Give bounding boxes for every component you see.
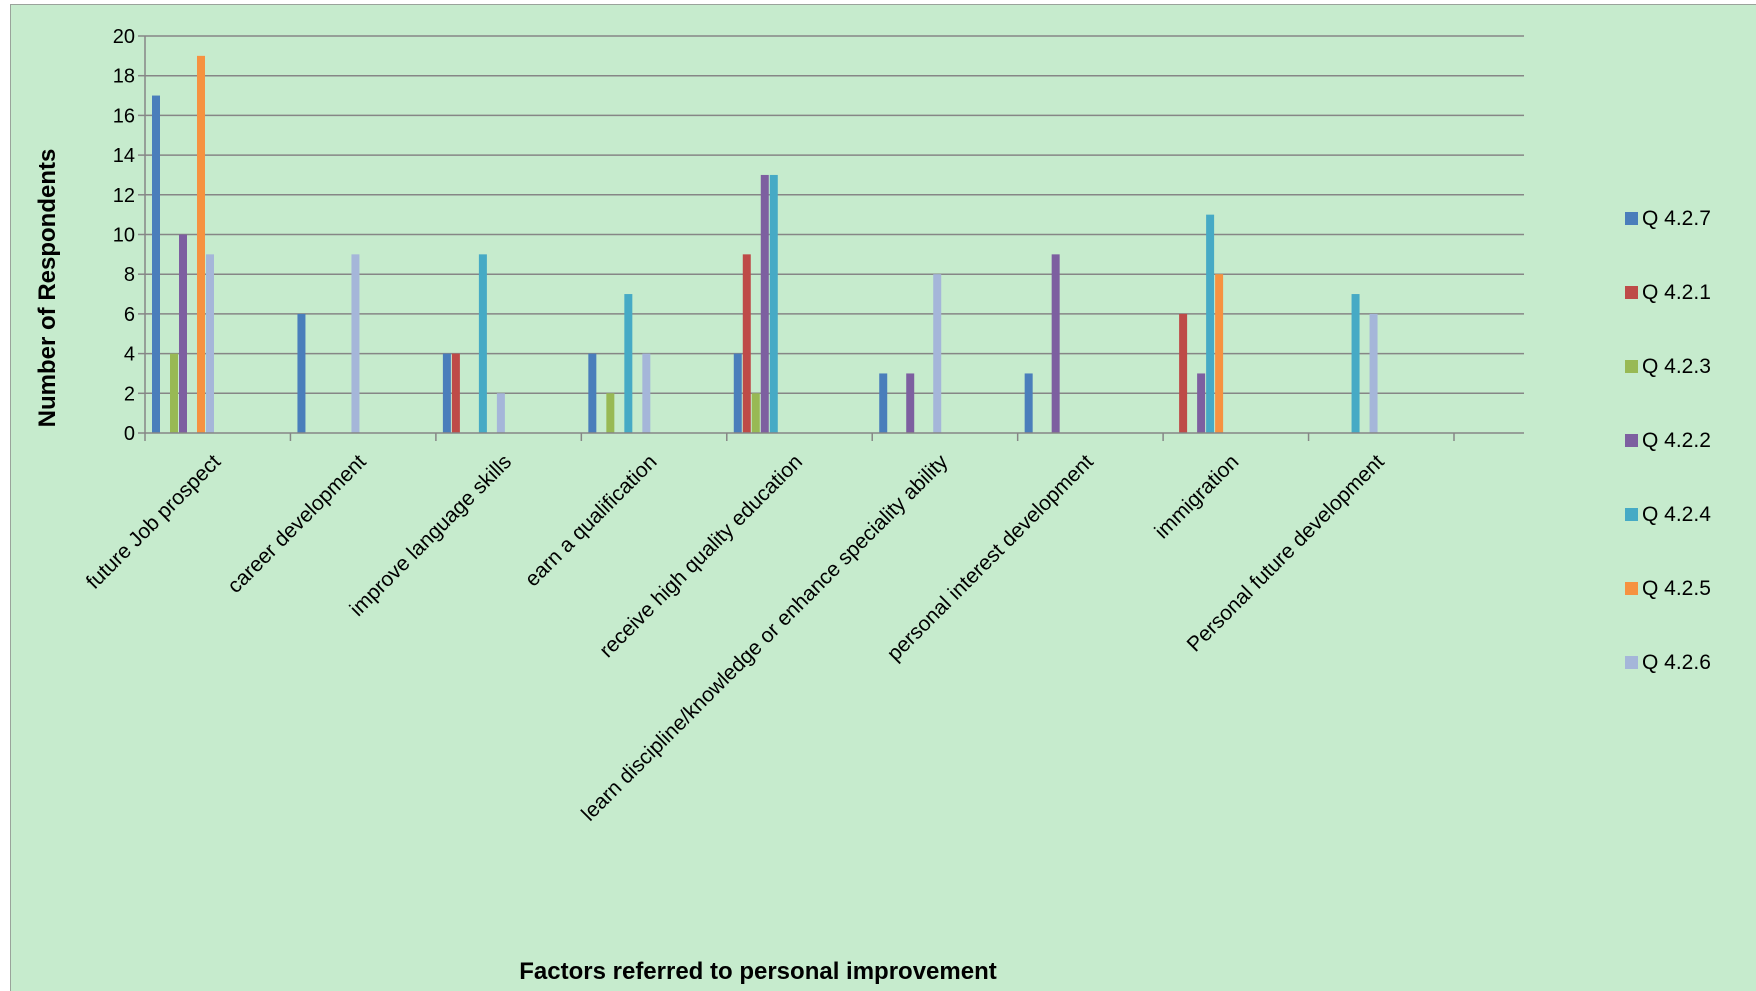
bar — [1024, 373, 1033, 433]
bar — [606, 393, 615, 433]
bar — [624, 294, 633, 433]
y-tick-label: 20 — [113, 26, 135, 48]
bar — [906, 373, 915, 433]
bar — [742, 254, 751, 433]
legend-swatch — [1625, 434, 1638, 447]
bar — [170, 353, 178, 433]
legend-label: Q 4.2.4 — [1642, 503, 1711, 526]
bar — [642, 353, 651, 433]
bar — [1206, 214, 1215, 433]
bar — [933, 274, 942, 433]
bar — [733, 353, 742, 433]
bar — [760, 174, 769, 433]
bar — [206, 254, 214, 433]
gridlines — [145, 35, 1524, 395]
bar — [751, 393, 760, 433]
bar — [442, 353, 451, 433]
bar — [1051, 254, 1060, 433]
y-tick-label: 6 — [124, 304, 135, 326]
axes: 0 2 4 6 8 10 12 14 16 18 20 — [113, 26, 1524, 445]
y-tick-label: 18 — [113, 66, 135, 88]
legend-label: Q 4.2.1 — [1642, 281, 1711, 304]
x-tick-label: career development — [223, 450, 371, 598]
y-axis-title: Number of Respondents — [34, 149, 61, 428]
bar — [1351, 294, 1360, 433]
bar — [478, 254, 487, 433]
x-tick-label: earn a qualification — [521, 450, 662, 591]
y-tick-label: 10 — [113, 225, 135, 247]
legend-label: Q 4.2.7 — [1642, 207, 1711, 230]
x-tick-label: future Job prospect — [82, 450, 225, 593]
bar — [1197, 373, 1206, 433]
legend-swatch — [1625, 656, 1638, 669]
bar — [197, 55, 205, 433]
bar — [351, 254, 360, 433]
bar — [769, 174, 778, 433]
legend-swatch — [1625, 212, 1638, 225]
bar — [297, 313, 306, 433]
y-tick-label: 16 — [113, 105, 135, 127]
chart-area — [10, 4, 1756, 991]
bar — [1179, 313, 1188, 433]
y-tick-label: 12 — [113, 185, 135, 207]
bars — [152, 55, 1378, 434]
bar — [152, 95, 160, 434]
bar — [179, 234, 187, 433]
y-tick-label: 0 — [124, 423, 135, 445]
x-tick-label: immigration — [1150, 450, 1243, 543]
bar — [588, 353, 597, 433]
x-tick-label: improve language skills — [346, 450, 517, 621]
legend: Q 4.2.7 Q 4.2.1 Q 4.2.3 Q 4.2.2 Q 4.2.4 Q 4.2… — [1625, 207, 1711, 674]
legend-label: Q 4.2.2 — [1642, 429, 1711, 452]
bar — [1215, 274, 1224, 433]
y-tick-label: 4 — [124, 344, 135, 366]
legend-label: Q 4.2.6 — [1642, 651, 1711, 674]
legend-swatch — [1625, 508, 1638, 521]
y-tick-label: 14 — [113, 145, 135, 167]
legend-swatch — [1625, 582, 1638, 595]
legend-swatch — [1625, 360, 1638, 373]
bar — [496, 393, 505, 433]
bar — [879, 373, 888, 433]
y-tick-label: 8 — [124, 264, 135, 286]
legend-label: Q 4.2.3 — [1642, 355, 1711, 378]
legend-label: Q 4.2.5 — [1642, 577, 1711, 600]
legend-swatch — [1625, 286, 1638, 299]
y-tick-label: 2 — [124, 383, 135, 405]
x-axis-title: Factors referred to personal improvement — [519, 958, 996, 985]
bar — [1369, 313, 1378, 433]
bar — [451, 353, 460, 433]
